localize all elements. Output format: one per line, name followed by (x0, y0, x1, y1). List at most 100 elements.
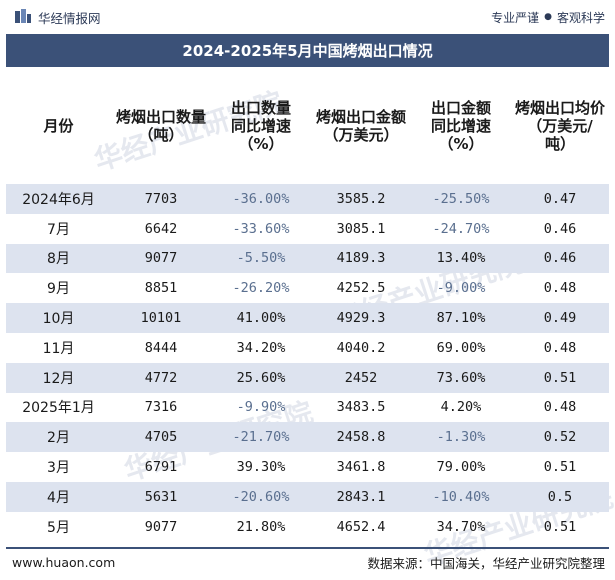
cell-unit-price: 0.49 (511, 303, 609, 333)
cell-amount: 2458.8 (311, 422, 411, 453)
table-row: 2025年1月 7316 -9.90% 3483.5 4.20% 0.48 (6, 393, 609, 423)
table-row: 2024年6月 7703 -36.00% 3585.2 -25.50% 0.47 (6, 184, 609, 214)
cell-quantity-yoy: -9.90% (236, 399, 286, 416)
table-row: 2月 4705 -21.70% 2458.8 -1.30% 0.52 (6, 422, 609, 453)
data-table-container: 月份 烤烟出口数量 （吨） 出口数量 同比增速 （%） 烤烟出口金额 （万美元） 出口金… (6, 67, 609, 542)
cell-amount: 4189.3 (311, 243, 411, 274)
slogan-right: 客观科学 (556, 10, 605, 25)
cell-amount-yoy: 69.00% (436, 339, 486, 356)
cell-quantity-yoy: -36.00% (211, 184, 311, 214)
bullet-icon: ● (544, 12, 552, 22)
cell-amount-yoy: 34.70% (436, 518, 486, 535)
cell-quantity-yoy: -26.20% (232, 280, 290, 297)
cell-amount-yoy: 13.40% (411, 243, 511, 274)
cell-month: 8月 (6, 243, 111, 274)
cell-quantity: 4705 (111, 422, 211, 453)
table-row: 9月 8851 -26.20% 4252.5 -9.00% 0.48 (6, 273, 609, 303)
cell-quantity: 6791 (144, 459, 178, 476)
cell-quantity: 9077 (111, 243, 211, 274)
cell-quantity: 7703 (111, 184, 211, 214)
cell-unit-price: 0.51 (543, 459, 577, 476)
header-unit-price: 烤烟出口均价 （万美元/吨） (514, 98, 605, 153)
cell-amount-yoy: -25.50% (411, 184, 511, 214)
top-bar: 华经情报网 专业严谨 ● 客观科学 (0, 0, 615, 34)
cell-unit-price: 0.48 (543, 399, 577, 416)
cell-quantity-yoy: 39.30% (236, 459, 286, 476)
cell-quantity-yoy: 21.80% (236, 518, 286, 535)
cell-quantity: 8444 (144, 339, 178, 356)
cell-quantity-yoy: 34.20% (236, 339, 286, 356)
header-amount: 烤烟出口金额 （万美元） (315, 107, 406, 144)
cell-month: 2025年1月 (22, 400, 95, 417)
slogan-left: 专业严谨 (491, 10, 540, 25)
cell-quantity-yoy: -21.70% (211, 422, 311, 453)
table-title: 2024-2025年5月中国烤烟出口情况 (6, 34, 609, 67)
table-row: 12月 4772 25.60% 2452 73.60% 0.51 (6, 362, 609, 393)
cell-month: 4月 (6, 481, 111, 512)
cell-amount: 2843.1 (311, 481, 411, 512)
table-row: 7月 6642 -33.60% 3085.1 -24.70% 0.46 (6, 214, 609, 244)
header-month: 月份 (43, 116, 74, 135)
table-body: 2024年6月 7703 -36.00% 3585.2 -25.50% 0.47 7月 664… (6, 184, 609, 542)
cell-amount-yoy: -9.00% (436, 280, 486, 297)
cell-amount-yoy: -10.40% (411, 481, 511, 512)
cell-amount: 3461.8 (336, 459, 386, 476)
footer-website: www.huaon.com (12, 554, 116, 570)
cell-quantity: 10101 (111, 303, 211, 333)
cell-unit-price: 0.47 (511, 184, 609, 214)
slogan: 专业严谨 ● 客观科学 (491, 9, 605, 26)
cell-amount: 3085.1 (336, 220, 386, 237)
cell-amount-yoy: -24.70% (432, 220, 490, 237)
table-row: 4月 5631 -20.60% 2843.1 -10.40% 0.5 (6, 481, 609, 512)
cell-amount-yoy: -1.30% (411, 422, 511, 453)
cell-month: 3月 (47, 460, 70, 477)
cell-unit-price: 0.5 (511, 481, 609, 512)
cell-quantity-yoy: 41.00% (211, 303, 311, 333)
cell-amount: 4929.3 (311, 303, 411, 333)
cell-month: 11月 (42, 340, 75, 357)
cell-amount-yoy: 87.10% (411, 303, 511, 333)
cell-quantity: 9077 (144, 518, 178, 535)
cell-unit-price: 0.52 (511, 422, 609, 453)
cell-amount-yoy: 79.00% (436, 459, 486, 476)
cell-amount-yoy: 4.20% (440, 399, 482, 416)
cell-month: 12月 (6, 362, 111, 393)
cell-amount: 4252.5 (336, 280, 386, 297)
cell-month: 2024年6月 (6, 184, 111, 214)
cell-quantity-yoy: 25.60% (211, 362, 311, 393)
cell-unit-price: 0.51 (511, 362, 609, 393)
cell-month: 9月 (47, 281, 70, 298)
table-row: 10月 10101 41.00% 4929.3 87.10% 0.49 (6, 303, 609, 333)
cell-quantity-yoy: -20.60% (211, 481, 311, 512)
cell-quantity: 7316 (144, 399, 178, 416)
footer-source: 数据来源：中国海关，华经产业研究院整理 (367, 555, 605, 571)
cell-month: 10月 (6, 303, 111, 333)
header-amount-yoy: 出口金额 同比增速 （%） (430, 98, 491, 153)
cell-quantity: 4772 (111, 362, 211, 393)
brand-name: 华经情报网 (38, 10, 101, 26)
table-row: 8月 9077 -5.50% 4189.3 13.40% 0.46 (6, 243, 609, 274)
cell-unit-price: 0.48 (543, 280, 577, 297)
cell-quantity: 6642 (144, 220, 178, 237)
cell-amount-yoy: 73.60% (411, 362, 511, 393)
header-quantity: 烤烟出口数量 （吨） (115, 107, 206, 144)
cell-quantity-yoy: -33.60% (232, 220, 290, 237)
cell-amount: 2452 (311, 362, 411, 393)
brand: 华经情报网 (14, 8, 101, 27)
header-quantity-yoy: 出口数量 同比增速 （%） (230, 98, 291, 153)
cell-amount: 3585.2 (311, 184, 411, 214)
cell-quantity-yoy: -5.50% (211, 243, 311, 274)
table-row: 5月 9077 21.80% 4652.4 34.70% 0.51 (6, 512, 609, 542)
cell-month: 7月 (47, 221, 70, 238)
footer: www.huaon.com 数据来源：中国海关，华经产业研究院整理 (6, 547, 609, 575)
cell-unit-price: 0.46 (511, 243, 609, 274)
cell-quantity: 5631 (111, 481, 211, 512)
cell-unit-price: 0.51 (543, 518, 577, 535)
export-table: 月份 烤烟出口数量 （吨） 出口数量 同比增速 （%） 烤烟出口金额 （万美元） 出口金… (6, 67, 609, 542)
brand-logo-icon (15, 9, 31, 23)
cell-unit-price: 0.48 (543, 339, 577, 356)
cell-month: 5月 (47, 519, 70, 536)
cell-amount: 4652.4 (336, 518, 386, 535)
cell-amount: 4040.2 (336, 339, 386, 356)
cell-amount: 3483.5 (336, 399, 386, 416)
